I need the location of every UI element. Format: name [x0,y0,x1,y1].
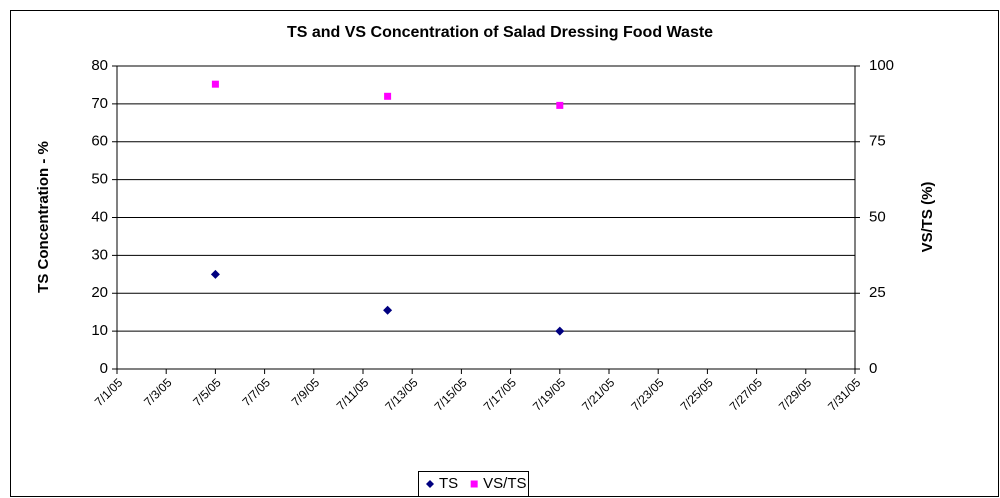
point [211,80,219,88]
y2-tick-label: 100 [869,57,894,74]
y2-tick-label: 25 [869,284,886,301]
legend-label: TS [439,475,458,492]
point [555,326,565,336]
y-tick-label: 80 [91,57,108,74]
y-tick-label: 40 [91,208,108,225]
y2-tick-label: 50 [869,208,886,225]
point [556,101,564,109]
legend-label: VS/TS [483,475,526,492]
point [383,305,393,315]
y-tick-label: 70 [91,95,108,112]
y-tick-label: 0 [100,360,108,377]
y2-tick-label: 0 [869,360,877,377]
y2-tick-label: 75 [869,133,886,150]
legend-marker [470,480,478,488]
chart-title: TS and VS Concentration of Salad Dressin… [287,24,713,41]
point [384,92,392,100]
point [210,269,220,279]
y-tick-label: 60 [91,133,108,150]
y-tick-label: 30 [91,246,108,263]
y-tick-label: 20 [91,284,108,301]
y-tick-label: 50 [91,171,108,188]
y2-axis-title: VS/TS (%) [919,182,936,253]
legend-marker [426,480,434,488]
y-axis-title: TS Concentration - % [35,141,52,293]
y-tick-label: 10 [91,322,108,339]
